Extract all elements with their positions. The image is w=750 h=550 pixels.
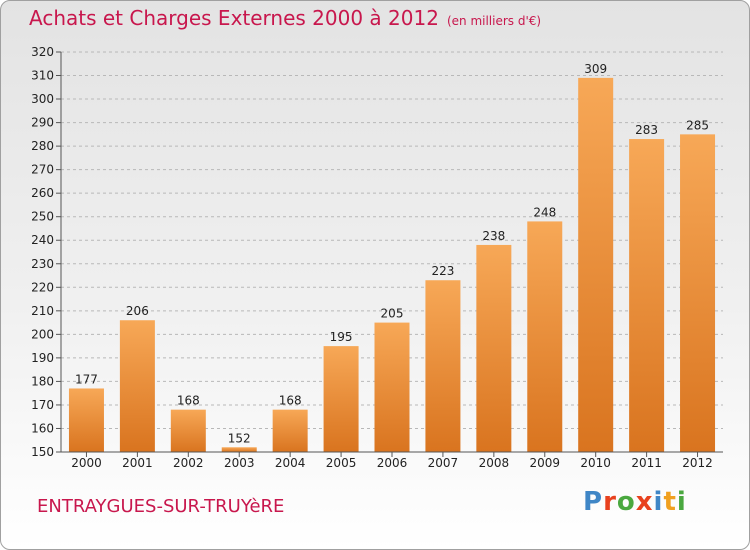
x-tick-label: 2002 <box>173 456 204 470</box>
y-tick-label: 200 <box>31 327 54 341</box>
logo-letter: i <box>653 487 664 517</box>
y-tick-label: 210 <box>31 304 54 318</box>
logo-letter: i <box>676 487 687 517</box>
x-tick-label: 2003 <box>224 456 255 470</box>
chart-title-text: Achats et Charges Externes 2000 à 2012 <box>29 6 439 30</box>
data-labels: 177 206 168 152 168 195 205 223 238 248 309 283 285 <box>75 62 709 445</box>
y-tick-label: 190 <box>31 351 54 365</box>
x-tick-label: 2009 <box>529 456 560 470</box>
y-tick-label: 180 <box>31 374 54 388</box>
data-label: 168 <box>177 394 200 408</box>
y-tick-label: 250 <box>31 210 54 224</box>
proxiti-logo: Proxiti <box>583 487 687 517</box>
axes: 150 160 170 180 190 200 210 220 230 240 250 260 270 2… <box>31 45 723 470</box>
chart-unit: (en milliers d'€) <box>446 14 542 28</box>
bar <box>476 244 512 452</box>
x-tick-label: 2000 <box>71 456 102 470</box>
data-label: 223 <box>431 264 454 278</box>
x-tick-label: 2011 <box>631 456 662 470</box>
logo-letter: P <box>583 487 604 517</box>
x-tick-label: 2001 <box>122 456 153 470</box>
x-tick-label: 2010 <box>580 456 611 470</box>
data-label: 152 <box>228 431 251 445</box>
y-tick-label: 260 <box>31 186 54 200</box>
y-tick-label: 290 <box>31 116 54 130</box>
bar <box>680 134 716 452</box>
y-tick-label: 230 <box>31 257 54 271</box>
data-label: 177 <box>75 372 98 386</box>
data-label: 205 <box>381 307 404 321</box>
bar <box>578 77 614 452</box>
x-tick-label: 2012 <box>682 456 713 470</box>
chart-title: Achats et Charges Externes 2000 à 2012 (e… <box>29 6 541 30</box>
y-tick-label: 240 <box>31 233 54 247</box>
y-tick-label: 300 <box>31 92 54 106</box>
y-tick-label: 150 <box>31 445 54 459</box>
data-label: 285 <box>686 118 709 132</box>
logo-letter: x <box>635 487 654 517</box>
bar <box>119 320 155 452</box>
x-tick-label: 2008 <box>479 456 510 470</box>
x-tick-label: 2004 <box>275 456 306 470</box>
bar <box>272 409 308 452</box>
bar <box>425 280 461 452</box>
y-tick-label: 270 <box>31 163 54 177</box>
y-tick-label: 160 <box>31 421 54 435</box>
data-label: 168 <box>279 394 302 408</box>
y-tick-label: 170 <box>31 398 54 412</box>
bar <box>221 447 257 452</box>
bar <box>374 322 410 452</box>
commune-name: ENTRAYGUES-SUR-TRUYèRE <box>37 496 285 517</box>
data-label: 195 <box>330 330 353 344</box>
bar <box>629 139 665 452</box>
bar <box>68 388 104 452</box>
data-label: 248 <box>533 205 556 219</box>
y-tick-label: 220 <box>31 280 54 294</box>
y-tick-label: 320 <box>31 45 54 59</box>
data-label: 206 <box>126 304 149 318</box>
data-label: 309 <box>584 62 607 76</box>
x-tick-label: 2007 <box>428 456 459 470</box>
y-tick-label: 310 <box>31 69 54 83</box>
logo-letter: o <box>616 487 636 517</box>
bar <box>170 409 206 452</box>
bars <box>68 77 716 452</box>
x-tick-label: 2006 <box>377 456 408 470</box>
data-label: 283 <box>635 123 658 137</box>
logo-letter: r <box>603 487 617 517</box>
y-tick-label: 280 <box>31 139 54 153</box>
x-tick-label: 2005 <box>326 456 357 470</box>
data-label: 238 <box>482 229 505 243</box>
logo-letter: t <box>663 487 677 517</box>
bar <box>527 221 563 452</box>
bar <box>323 346 359 452</box>
